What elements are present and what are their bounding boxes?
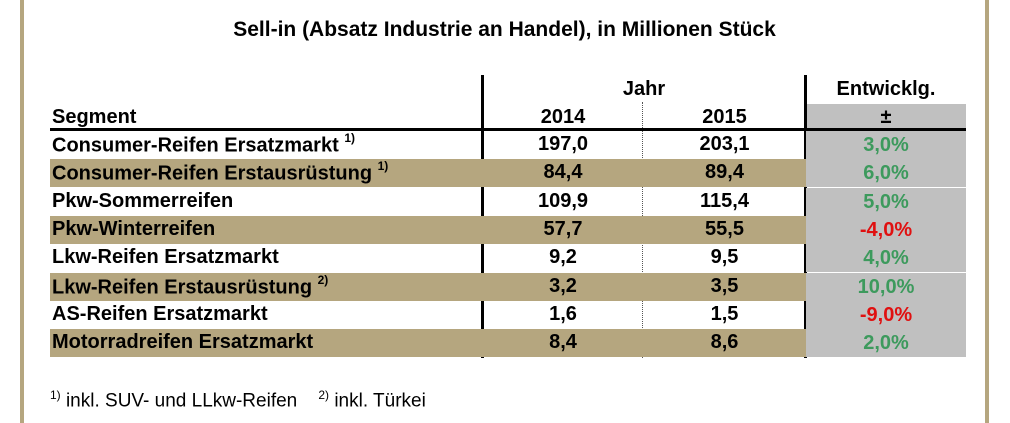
row-segment-label: Pkw-Sommerreifen [52, 190, 233, 213]
table-row: Lkw-Reifen Erstausrüstung 2) 3,2 3,5 10,0% [50, 272, 966, 301]
header-year-2015: 2015 [702, 106, 747, 128]
row-segment-label: AS-Reifen Ersatzmarkt [52, 303, 268, 326]
frame-right-border [985, 0, 989, 423]
table-row: Lkw-Reifen Ersatzmarkt 9,2 9,5 4,0% [50, 244, 966, 273]
value-2015: 3,5 [710, 274, 739, 297]
row-segment-label: Motorradreifen Ersatzmarkt [52, 331, 313, 354]
value-2015: 1,5 [710, 302, 739, 325]
row-segment-label: Consumer-Reifen Erstausrüstung 1) [52, 159, 389, 186]
value-2015: 55,5 [705, 217, 744, 240]
footnote-2-text: inkl. Türkei [334, 390, 426, 412]
value-2014: 57,7 [543, 217, 583, 240]
segment-text: Lkw-Reifen Ersatzmarkt [52, 246, 279, 269]
row-segment-label: Lkw-Reifen Erstausrüstung 2) [52, 272, 329, 300]
segment-text: Pkw-Sommerreifen [52, 189, 234, 212]
change-value: 4,0% [806, 244, 966, 273]
header-rule [50, 128, 966, 131]
value-2015: 9,5 [710, 246, 739, 269]
segment-text: Motorradreifen Ersatzmarkt [52, 331, 314, 354]
row-segment-label: Lkw-Reifen Ersatzmarkt [52, 246, 279, 269]
footnotes: 1) inkl. SUV- und LLkw-Reifen 2) inkl. T… [50, 388, 426, 412]
table-row: Motorradreifen Ersatzmarkt 8,4 8,6 2,0% [50, 329, 966, 358]
table-row: Pkw-Winterreifen 57,7 55,5 -4,0% [50, 215, 966, 244]
change-value: -4,0% [806, 215, 966, 244]
value-2014: 8,4 [549, 331, 577, 354]
segment-text: Consumer-Reifen Ersatzmarkt [52, 134, 339, 157]
table-row: AS-Reifen Ersatzmarkt 1,6 1,5 -9,0% [50, 300, 966, 329]
footnote-ref: 1) [377, 159, 389, 174]
footnote-2-mark: 2) [318, 388, 330, 402]
footnote-1-text: inkl. SUV- und LLkw-Reifen [65, 390, 298, 412]
table-row: Consumer-Reifen Ersatzmarkt 1) 197,0 203,1… [50, 131, 966, 159]
table-title: Sell-in (Absatz Industrie an Handel), in… [233, 18, 776, 41]
footnote-ref: 1) [344, 131, 355, 145]
value-2014: 84,4 [543, 161, 583, 184]
row-segment-label: Pkw-Winterreifen [52, 218, 215, 241]
change-value: 2,0% [806, 329, 966, 358]
change-value: -9,0% [806, 300, 966, 329]
value-2015: 115,4 [700, 189, 749, 212]
table-row: Consumer-Reifen Erstausrüstung 1) 84,4 89,… [50, 159, 966, 188]
value-2015: 203,1 [699, 133, 750, 155]
value-2015: 8,6 [710, 331, 739, 354]
header-year-2014: 2014 [540, 106, 586, 128]
value-2015: 89,4 [705, 161, 744, 184]
footnote-1-mark: 1) [50, 388, 61, 402]
change-value: 10,0% [806, 272, 966, 301]
value-2014: 197,0 [537, 133, 589, 155]
table-row: Pkw-Sommerreifen 109,9 115,4 5,0% [50, 187, 966, 216]
value-2014: 3,2 [549, 274, 577, 297]
header-change-symbol: ± [806, 104, 966, 130]
header-year-group: Jahr [622, 78, 666, 100]
segment-text: Lkw-Reifen Erstausrüstung [52, 276, 313, 299]
footnote-ref: 2) [317, 272, 329, 287]
value-2014: 109,9 [537, 189, 589, 212]
header-segment: Segment [52, 106, 137, 128]
row-segment-label: Consumer-Reifen Ersatzmarkt 1) [52, 131, 355, 158]
value-2014: 9,2 [549, 246, 577, 269]
frame-left-border [20, 0, 24, 423]
segment-text: AS-Reifen Ersatzmarkt [52, 302, 268, 325]
segment-text: Pkw-Winterreifen [52, 217, 216, 240]
segment-text: Consumer-Reifen Erstausrüstung [52, 162, 373, 185]
change-value: 3,0% [806, 131, 966, 159]
change-value: 6,0% [806, 159, 966, 188]
value-2014: 1,6 [549, 302, 577, 325]
change-value: 5,0% [806, 187, 966, 216]
header-change-group: Entwicklg. [836, 78, 936, 100]
